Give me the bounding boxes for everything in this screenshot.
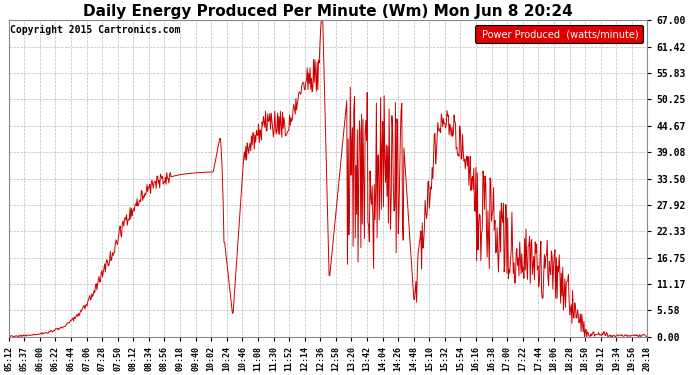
Legend: Power Produced  (watts/minute): Power Produced (watts/minute) [475, 25, 642, 43]
Title: Daily Energy Produced Per Minute (Wm) Mon Jun 8 20:24: Daily Energy Produced Per Minute (Wm) Mo… [83, 4, 573, 19]
Text: Copyright 2015 Cartronics.com: Copyright 2015 Cartronics.com [10, 25, 180, 35]
